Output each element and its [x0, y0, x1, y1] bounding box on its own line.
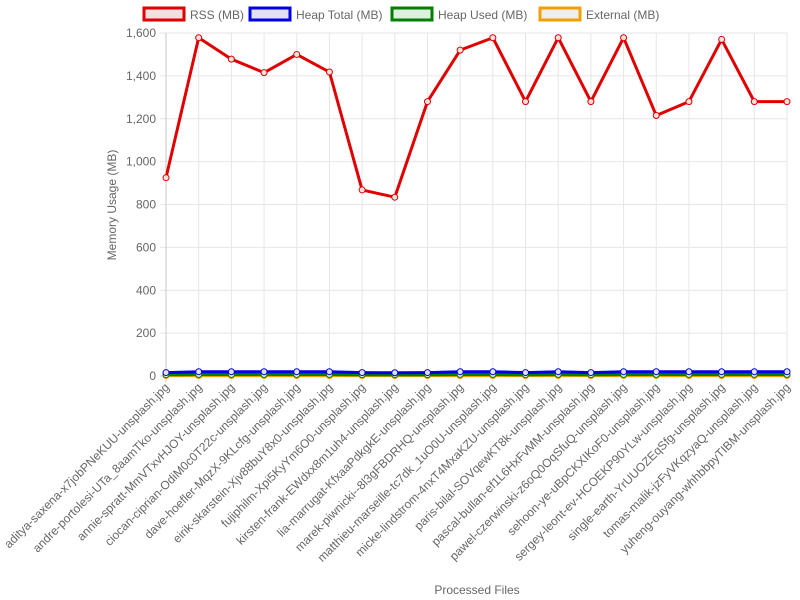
y-tick-label: 1,400	[126, 69, 156, 83]
y-tick-label: 200	[136, 326, 156, 340]
series-0	[162, 34, 791, 201]
chart-legend: RSS (MB) Heap Total (MB) Heap Used (MB) Ext…	[142, 6, 659, 22]
y-axis-ticks: 0 200 400 600 800 1,000 1,200 1,400 1,600	[126, 26, 156, 383]
data-point	[554, 368, 562, 376]
y-tick-label: 1,000	[126, 155, 156, 169]
data-point	[325, 68, 333, 76]
data-point	[293, 368, 301, 376]
legend-swatch	[538, 6, 582, 22]
data-point	[587, 369, 595, 377]
data-point	[685, 98, 693, 106]
legend-item[interactable]: External (MB)	[538, 6, 659, 22]
y-tick-label: 0	[149, 369, 156, 383]
data-point	[227, 368, 235, 376]
data-point	[423, 98, 431, 106]
data-point	[195, 34, 203, 42]
legend-swatch	[248, 6, 292, 22]
legend-item[interactable]: Heap Total (MB)	[248, 6, 382, 22]
data-point	[783, 368, 791, 376]
series-1	[162, 368, 791, 377]
data-point	[718, 368, 726, 376]
data-point	[227, 55, 235, 63]
chart-grid	[160, 32, 788, 382]
data-point	[489, 368, 497, 376]
data-point	[260, 69, 268, 77]
legend-label: External (MB)	[586, 8, 659, 22]
legend-swatch	[142, 6, 186, 22]
data-point	[587, 98, 595, 106]
y-tick-label: 400	[136, 283, 156, 297]
data-point	[783, 98, 791, 106]
legend-label: Heap Total (MB)	[296, 8, 382, 22]
series-line	[164, 36, 787, 199]
data-point	[718, 35, 726, 43]
data-point	[162, 174, 170, 182]
data-point	[293, 50, 301, 58]
data-point	[652, 112, 660, 120]
data-point	[620, 34, 628, 42]
y-tick-label: 600	[136, 240, 156, 254]
y-axis-title: Memory Usage (MB)	[105, 150, 119, 261]
legend-label: RSS (MB)	[190, 8, 244, 22]
data-point	[456, 368, 464, 376]
legend-item[interactable]: Heap Used (MB)	[390, 6, 527, 22]
data-point	[423, 369, 431, 377]
series-line	[165, 370, 787, 375]
data-point	[195, 368, 203, 376]
data-point	[260, 368, 268, 376]
data-point	[522, 98, 530, 106]
data-point	[652, 368, 660, 376]
data-point	[358, 186, 366, 194]
y-tick-label: 1,600	[126, 26, 156, 40]
legend-swatch	[390, 6, 434, 22]
x-axis-title: Processed Files	[434, 583, 519, 597]
data-point	[162, 369, 170, 377]
data-point	[620, 368, 628, 376]
x-axis-ticks: aditya-saxena-x7jobPNeKUU-unsplash.jpgan…	[1, 380, 793, 564]
data-point	[554, 34, 562, 42]
y-tick-label: 1,200	[126, 112, 156, 126]
y-tick-label: 800	[136, 198, 156, 212]
chart-series	[162, 34, 791, 380]
legend-item[interactable]: RSS (MB)	[142, 6, 244, 22]
data-point	[391, 369, 399, 377]
data-point	[685, 368, 693, 376]
data-point	[750, 368, 758, 376]
legend-label: Heap Used (MB)	[438, 8, 527, 22]
data-point	[456, 46, 464, 54]
data-point	[750, 98, 758, 106]
data-point	[325, 368, 333, 376]
data-point	[489, 34, 497, 42]
data-point	[358, 369, 366, 377]
data-point	[522, 369, 530, 377]
data-point	[391, 193, 399, 201]
